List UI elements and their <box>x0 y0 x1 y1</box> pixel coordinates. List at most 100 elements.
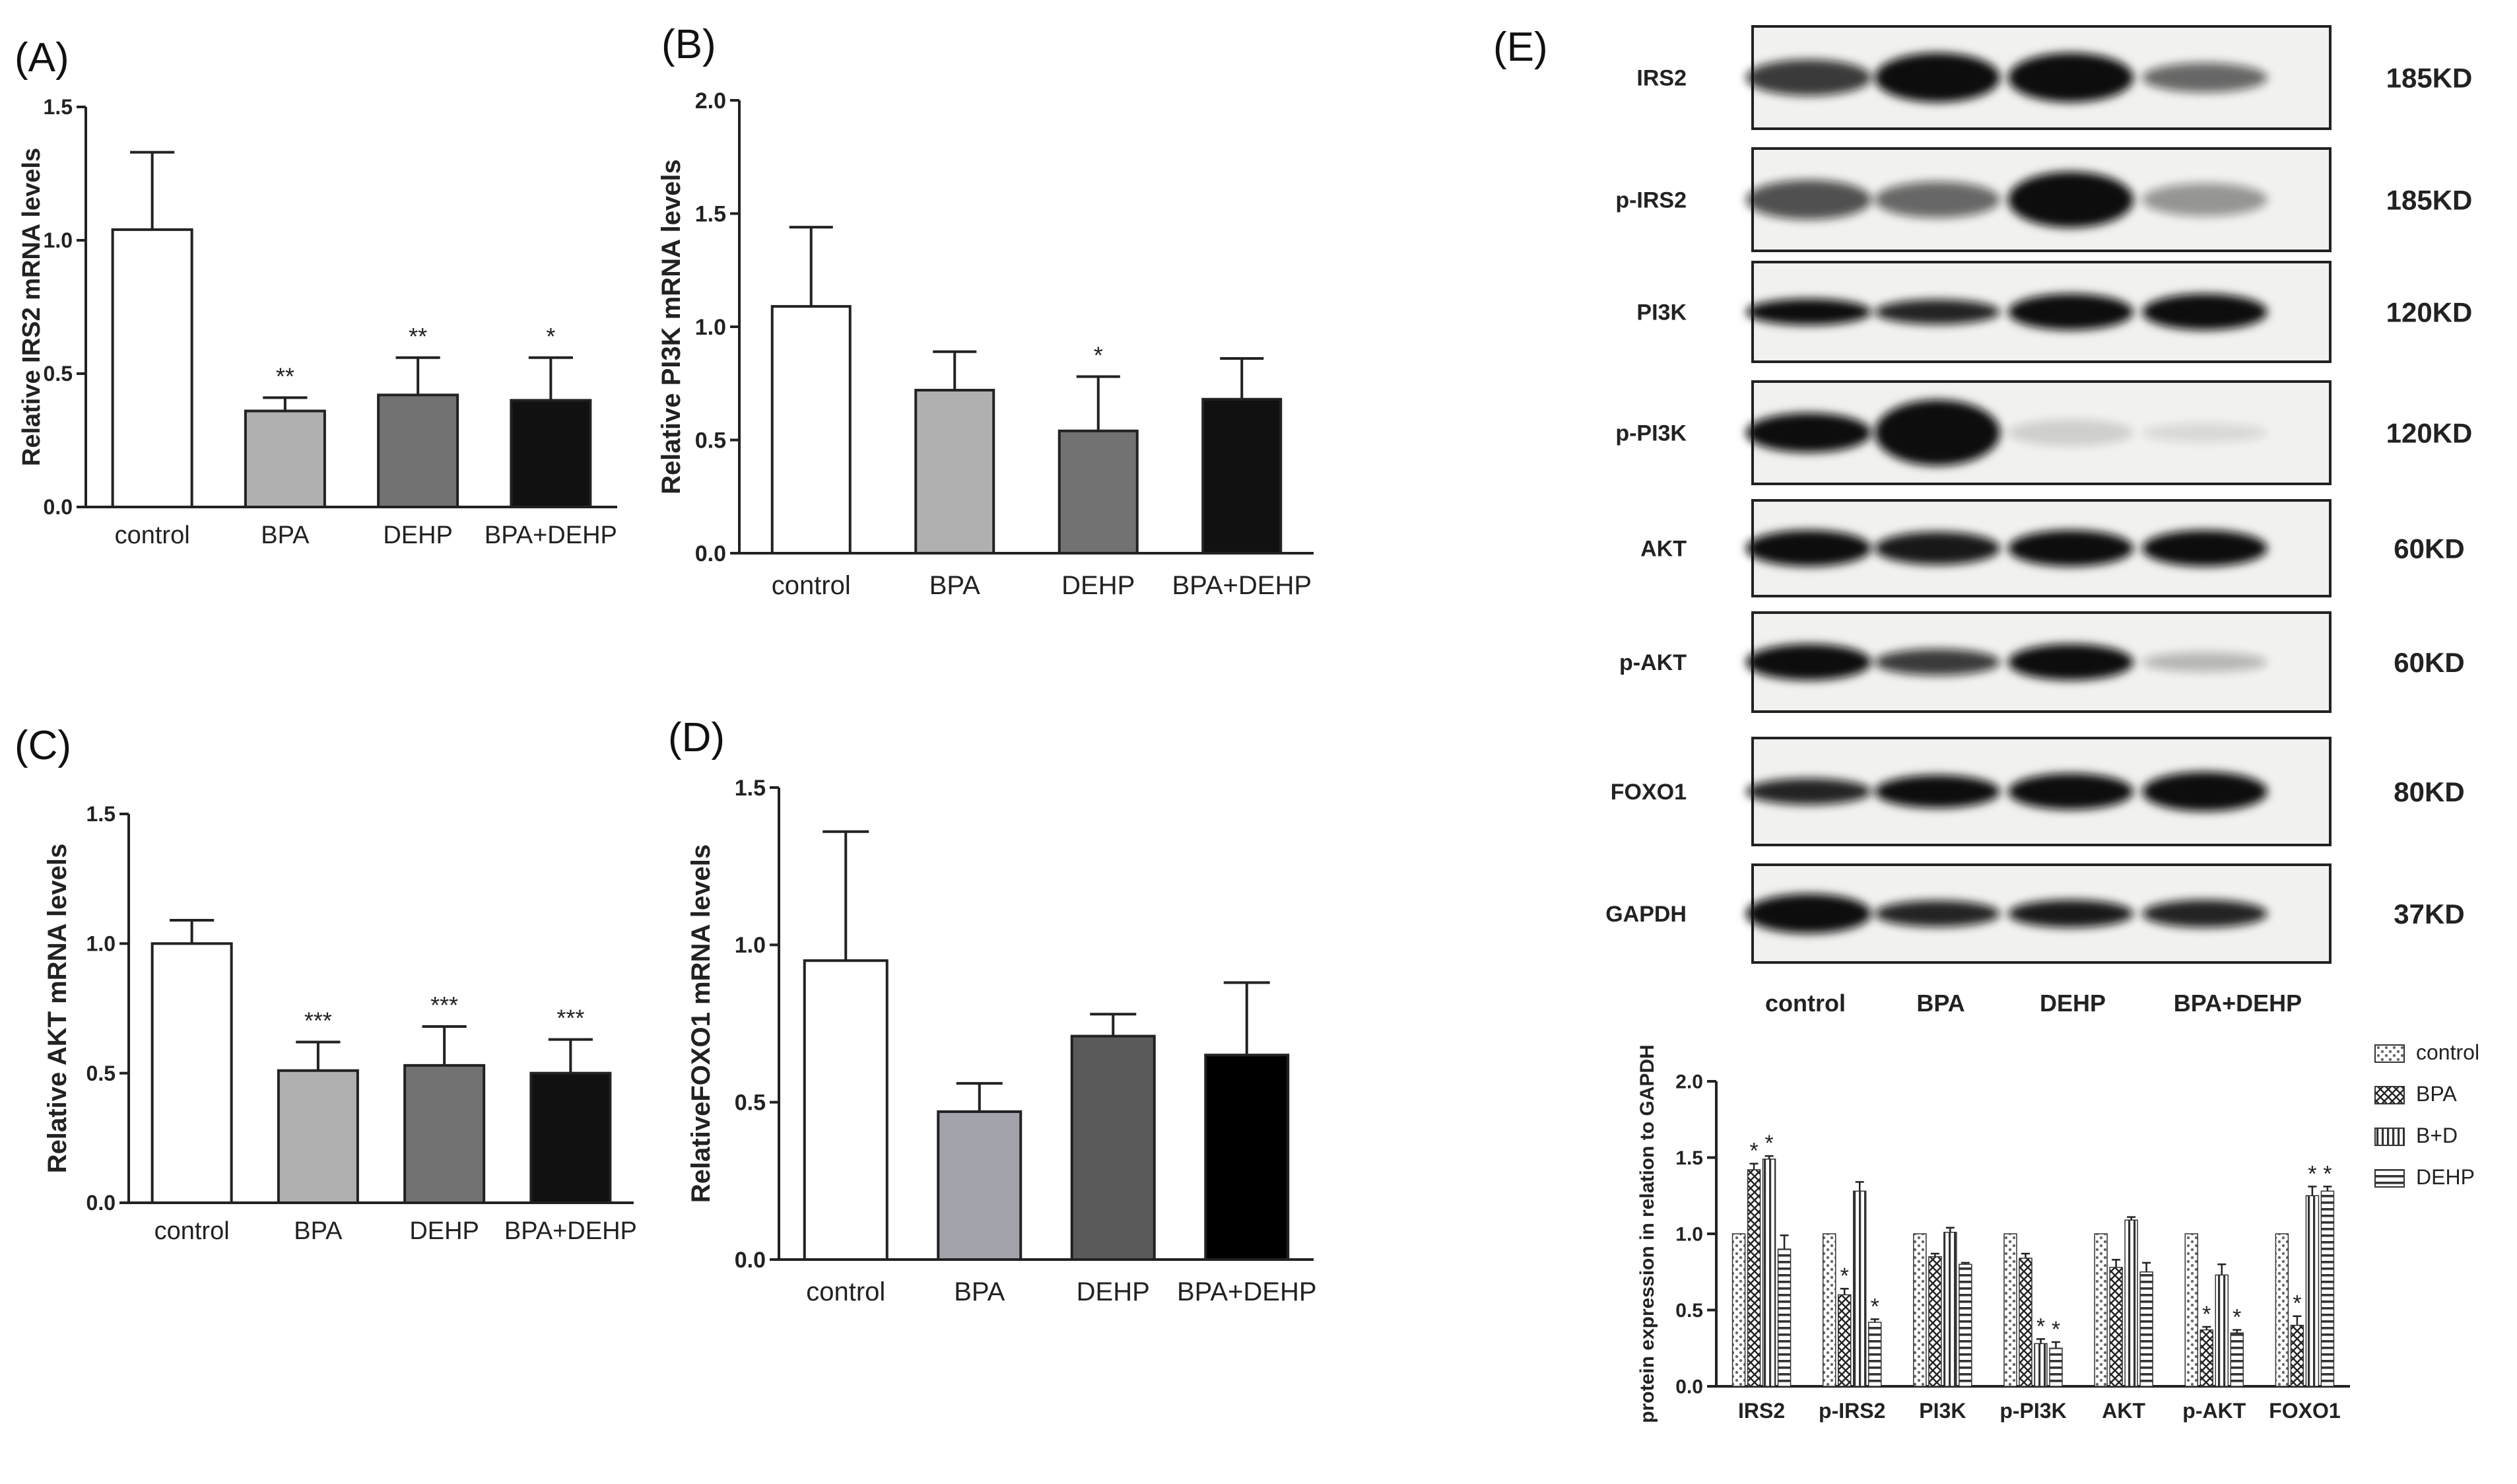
legend-label: DEHP <box>2416 1165 2475 1189</box>
bar <box>803 959 889 1261</box>
chart-4: (D) 0.0 0.5 1.0 1.5 RelativeFOXO1 mRNA levels… <box>668 715 1317 1306</box>
bar-DEHP <box>2320 1190 2335 1387</box>
western-blot: (E) IRS2 185KD p-IRS2 185KD PI3K 120KD p-PI3K 12… <box>1493 24 2472 1017</box>
blot-protein-label: p-PI3K <box>1615 421 1687 446</box>
significance-label: * <box>546 323 555 350</box>
blot-band <box>2008 172 2133 228</box>
bar-control <box>1731 1233 1746 1387</box>
y-tick-label: 1.5 <box>44 95 73 119</box>
y-tick-label: 2.0 <box>695 88 726 114</box>
y-axis-label: Relative AKT mRNA levels <box>43 844 72 1173</box>
blot-band <box>1875 531 2000 565</box>
y-tick-label: 0.5 <box>86 1062 116 1085</box>
legend-label: BPA <box>2416 1082 2457 1106</box>
significance-label: *** <box>304 1007 332 1034</box>
x-tick-label: BPA+DEHP <box>485 522 617 549</box>
blot-row-p-irs2: p-IRS2 185KD <box>1615 147 2472 252</box>
x-tick-label: IRS2 <box>1738 1399 1785 1423</box>
bar-B+D <box>1943 1231 1957 1387</box>
y-axis-label: Relative IRS2 mRNA levels <box>18 148 46 466</box>
y-tick-label: 0.0 <box>86 1191 116 1215</box>
significance-label: * <box>2202 1302 2211 1327</box>
blot-lane-label: control <box>1765 990 1846 1017</box>
panel-label: (D) <box>668 715 725 760</box>
bar-BPA <box>1837 1294 1852 1387</box>
blot-row-pi3k: PI3K 120KD <box>1636 261 2472 363</box>
blot-band <box>2142 63 2267 92</box>
significance-label: * <box>1094 341 1103 368</box>
blot-size-label: 60KD <box>2394 647 2464 678</box>
significance-label: * <box>2323 1161 2332 1186</box>
x-tick-label: BPA <box>954 1277 1005 1306</box>
bar <box>914 389 995 555</box>
bar-BPA <box>2019 1258 2032 1387</box>
blot-band <box>1875 53 2000 102</box>
x-tick-label: FOXO1 <box>2269 1399 2340 1423</box>
blot-band <box>1746 59 1871 96</box>
x-tick-label: DEHP <box>1077 1277 1150 1306</box>
y-tick-label: 0.5 <box>44 362 73 386</box>
blot-band <box>2142 772 2267 811</box>
blot-protein-label: p-AKT <box>1619 650 1687 675</box>
chart-5: 0.0 0.5 1.0 1.5 2.0 protein expression in rel… <box>1636 1040 2479 1423</box>
significance-label: * <box>1764 1131 1773 1156</box>
bar <box>244 409 326 508</box>
x-tick-label: BPA <box>929 571 980 600</box>
x-tick-label: p-PI3K <box>1999 1399 2066 1423</box>
bar-B+D <box>1852 1190 1867 1387</box>
blot-band <box>2142 530 2267 566</box>
bar-B+D <box>1762 1159 1776 1387</box>
blot-band <box>2142 294 2267 330</box>
x-tick-label: BPA+DEHP <box>1172 571 1312 600</box>
blot-band <box>2142 422 2267 443</box>
significance-label: * <box>2036 1314 2045 1339</box>
x-tick-label: BPA+DEHP <box>1177 1277 1317 1306</box>
bar <box>1204 1054 1290 1261</box>
y-tick-label: 1.0 <box>44 228 73 252</box>
bar <box>937 1110 1023 1262</box>
blot-protein-label: AKT <box>1640 537 1687 562</box>
blot-protein-label: p-IRS2 <box>1615 188 1687 213</box>
blot-band <box>1875 399 2000 466</box>
y-tick-label: 0.0 <box>1675 1376 1703 1398</box>
x-tick-label: BPA <box>261 522 310 549</box>
y-tick-label: 1.0 <box>1675 1224 1703 1246</box>
legend-label: control <box>2416 1040 2479 1064</box>
y-tick-label: 1.5 <box>735 776 766 801</box>
y-tick-label: 2.0 <box>1675 1071 1703 1093</box>
bar-B+D <box>2124 1219 2138 1387</box>
blot-band <box>1746 530 1871 566</box>
blot-row-akt: AKT 60KD <box>1640 499 2465 597</box>
bar-DEHP <box>1867 1322 1882 1387</box>
bar-DEHP <box>1777 1248 1792 1387</box>
charts-layer: (A) 0.0 0.5 1.0 1.5 Relative IRS2 mRNA levels… <box>15 22 2479 1423</box>
blot-band <box>1875 649 2000 675</box>
blot-band <box>2008 900 2133 928</box>
blot-band <box>2142 183 2267 217</box>
bar-DEHP <box>1959 1264 1972 1387</box>
bar <box>403 1063 486 1205</box>
blot-protein-label: IRS2 <box>1636 66 1687 91</box>
bar <box>377 393 459 508</box>
panel-label: (B) <box>661 22 716 67</box>
x-tick-label: control <box>154 1217 230 1245</box>
y-tick-label: 0.5 <box>735 1091 766 1116</box>
significance-label: * <box>2052 1317 2060 1342</box>
blot-lane-label: BPA+DEHP <box>2174 990 2302 1017</box>
bar-BPA <box>1747 1169 1761 1387</box>
x-tick-label: control <box>772 571 851 600</box>
legend-label: B+D <box>2416 1124 2458 1147</box>
blot-band <box>2008 294 2133 330</box>
x-tick-label: BPA+DEHP <box>504 1217 637 1245</box>
blot-band <box>2008 530 2133 566</box>
bar-control <box>2184 1233 2199 1387</box>
bar-BPA <box>1928 1256 1942 1387</box>
bar <box>770 305 852 555</box>
x-tick-label: PI3K <box>1919 1399 1966 1423</box>
bar-BPA <box>2109 1267 2123 1387</box>
legend-swatch <box>2374 1044 2405 1063</box>
legend-swatch <box>2374 1128 2405 1146</box>
panel-label: (E) <box>1493 24 1548 70</box>
bar-B+D <box>2215 1274 2229 1387</box>
x-tick-label: DEHP <box>383 522 453 549</box>
